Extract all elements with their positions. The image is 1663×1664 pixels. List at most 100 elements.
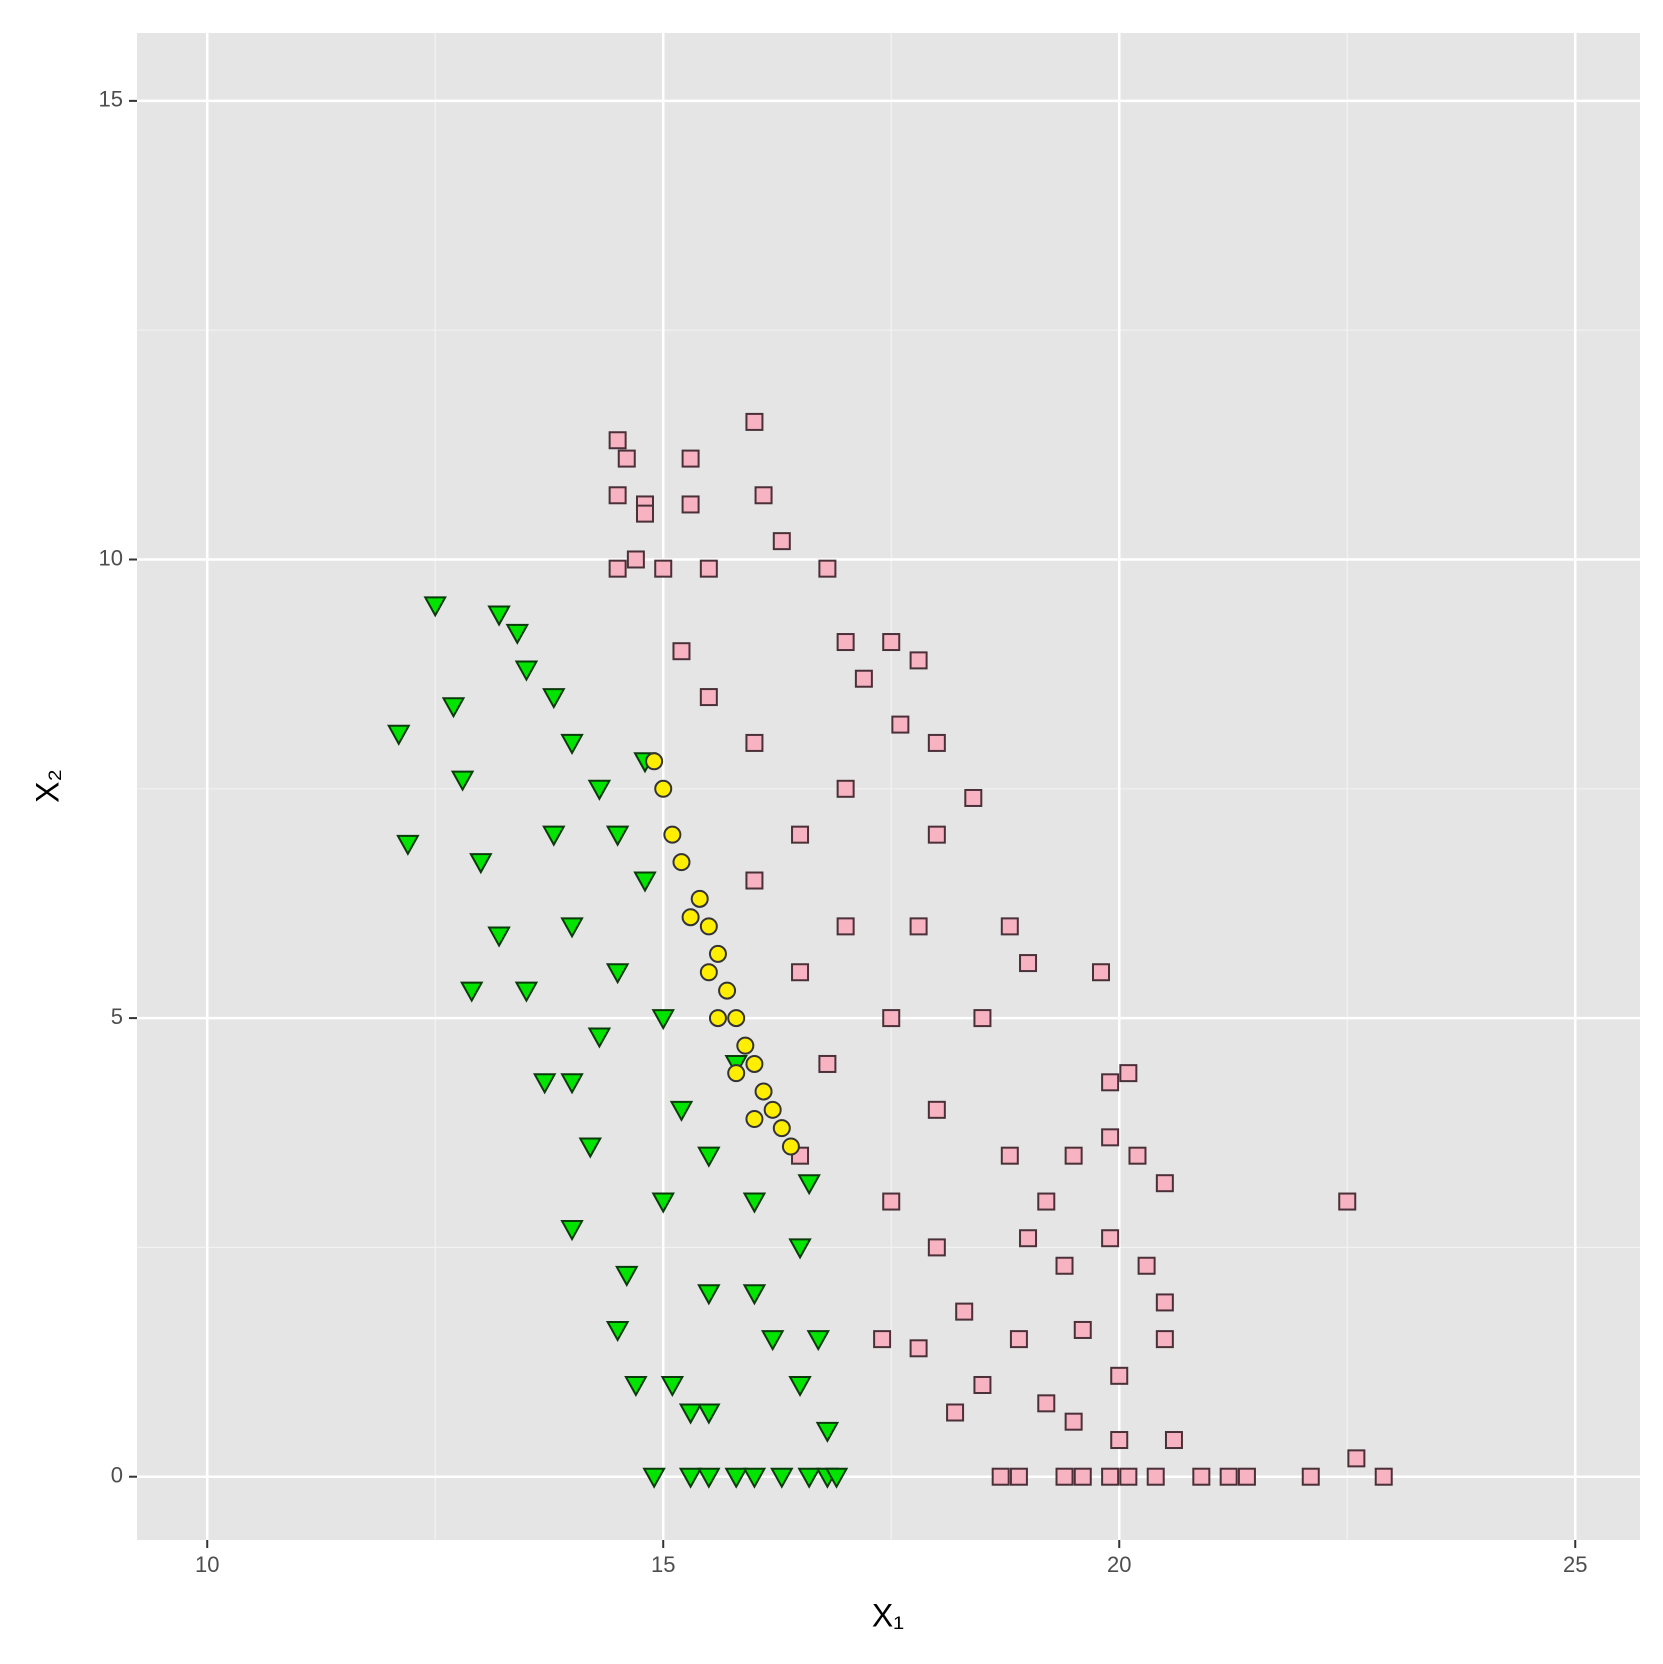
point bbox=[1019, 1229, 1038, 1248]
point bbox=[708, 944, 727, 963]
point bbox=[772, 1119, 791, 1138]
point bbox=[770, 1467, 794, 1489]
point bbox=[387, 724, 411, 746]
point bbox=[772, 532, 791, 551]
point bbox=[1164, 1431, 1183, 1450]
point bbox=[617, 449, 636, 468]
point bbox=[587, 1027, 612, 1049]
point bbox=[1019, 954, 1038, 973]
point bbox=[806, 1330, 830, 1352]
point bbox=[642, 1467, 666, 1489]
point bbox=[1101, 1128, 1120, 1147]
point bbox=[882, 1009, 901, 1028]
point bbox=[1374, 1467, 1393, 1486]
point bbox=[633, 871, 657, 893]
point bbox=[681, 449, 700, 468]
point bbox=[973, 1375, 992, 1394]
point bbox=[669, 1100, 694, 1122]
point bbox=[727, 1064, 746, 1083]
point bbox=[542, 825, 566, 847]
point bbox=[909, 1339, 928, 1358]
point bbox=[745, 733, 764, 752]
point bbox=[1110, 1431, 1129, 1450]
point bbox=[1000, 1146, 1019, 1165]
point bbox=[697, 1284, 721, 1306]
point bbox=[514, 981, 539, 1003]
point bbox=[973, 1009, 992, 1028]
x-tick-label: 25 bbox=[1563, 1552, 1587, 1577]
point bbox=[690, 889, 709, 908]
point bbox=[1237, 1467, 1256, 1486]
point bbox=[608, 486, 627, 505]
point bbox=[1155, 1330, 1174, 1349]
point bbox=[927, 1100, 946, 1119]
point bbox=[699, 917, 718, 936]
point bbox=[487, 605, 511, 627]
point bbox=[645, 752, 664, 771]
point bbox=[873, 1330, 892, 1349]
point bbox=[423, 596, 447, 618]
point bbox=[660, 1375, 685, 1398]
point bbox=[745, 1109, 764, 1128]
point bbox=[487, 926, 511, 948]
point bbox=[836, 779, 855, 798]
point bbox=[946, 1403, 965, 1422]
point bbox=[697, 1467, 721, 1489]
point bbox=[791, 825, 810, 844]
point bbox=[605, 1320, 630, 1343]
point bbox=[681, 495, 700, 514]
point bbox=[505, 623, 530, 645]
point bbox=[635, 504, 654, 523]
point bbox=[654, 559, 673, 578]
point bbox=[608, 431, 627, 450]
point bbox=[1155, 1174, 1174, 1193]
point bbox=[781, 1137, 800, 1156]
point bbox=[396, 834, 420, 856]
point bbox=[1064, 1412, 1083, 1431]
point bbox=[678, 1467, 703, 1489]
y-axis-label: X₂ bbox=[29, 769, 65, 803]
point bbox=[699, 688, 718, 707]
point bbox=[1119, 1467, 1138, 1486]
point bbox=[651, 1192, 675, 1214]
y-tick-label: 15 bbox=[99, 87, 123, 112]
point bbox=[927, 1238, 946, 1257]
point bbox=[1055, 1256, 1074, 1275]
point bbox=[1119, 1064, 1138, 1083]
point bbox=[1155, 1293, 1174, 1312]
point bbox=[560, 917, 584, 939]
point bbox=[854, 669, 873, 688]
x-tick-label: 20 bbox=[1107, 1552, 1131, 1577]
point bbox=[697, 1146, 721, 1168]
point bbox=[955, 1302, 974, 1321]
point bbox=[882, 1192, 901, 1211]
point bbox=[742, 1284, 767, 1306]
point bbox=[788, 1375, 812, 1398]
point bbox=[745, 871, 764, 890]
y-tick-label: 10 bbox=[99, 545, 123, 570]
point bbox=[1101, 1073, 1120, 1092]
point bbox=[1347, 1449, 1366, 1468]
point bbox=[681, 908, 700, 927]
point bbox=[1110, 1366, 1129, 1385]
point bbox=[763, 1100, 782, 1119]
point bbox=[672, 642, 691, 661]
point bbox=[891, 715, 910, 734]
point bbox=[560, 733, 584, 755]
x-tick-label: 10 bbox=[195, 1552, 219, 1577]
point bbox=[626, 550, 645, 569]
point bbox=[824, 1467, 849, 1489]
point bbox=[882, 633, 901, 652]
point bbox=[605, 963, 630, 985]
point bbox=[754, 1082, 773, 1101]
point bbox=[1301, 1467, 1320, 1486]
point bbox=[1137, 1256, 1156, 1275]
point bbox=[672, 853, 691, 872]
point bbox=[1009, 1467, 1028, 1486]
point bbox=[1055, 1467, 1074, 1486]
point bbox=[532, 1073, 557, 1095]
point bbox=[450, 770, 475, 792]
point bbox=[927, 733, 946, 752]
point bbox=[736, 1036, 755, 1055]
point bbox=[1064, 1146, 1083, 1165]
